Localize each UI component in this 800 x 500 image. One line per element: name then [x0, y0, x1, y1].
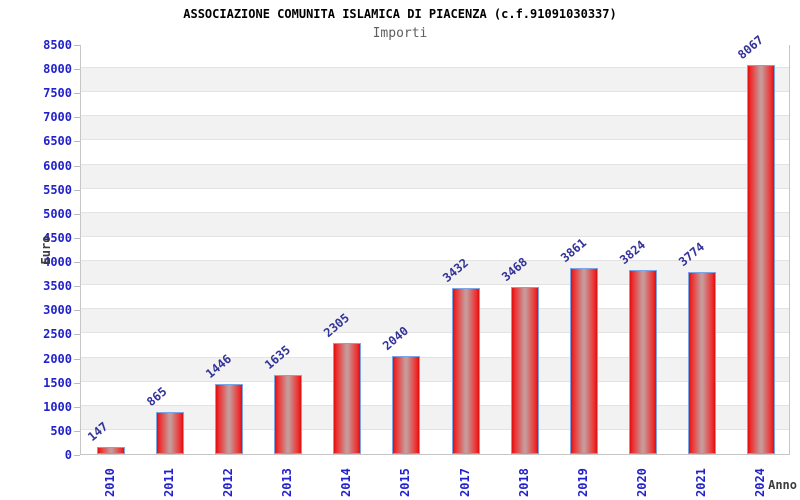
- chart-title: ASSOCIAZIONE COMUNITA ISLAMICA DI PIACEN…: [183, 7, 617, 21]
- gridline: [81, 332, 789, 334]
- plot-background-band: [81, 116, 789, 141]
- y-tick-mark: [74, 213, 80, 215]
- y-tick-mark: [74, 310, 80, 312]
- y-tick-mark: [74, 430, 80, 432]
- gridline: [81, 404, 789, 406]
- y-tick-mark: [74, 334, 80, 336]
- x-tick-label: 2013: [280, 468, 295, 497]
- plot-background-band: [81, 429, 789, 454]
- y-tick-mark: [74, 262, 80, 264]
- y-tick-label: 4000: [43, 255, 72, 270]
- bar-2021: [688, 271, 717, 454]
- gridline: [81, 380, 789, 382]
- bar-2013: [274, 375, 303, 454]
- x-tick-label: 2018: [516, 468, 531, 497]
- plot-background-band: [81, 357, 789, 382]
- x-axis-title: Anno: [768, 478, 797, 492]
- gridline: [81, 139, 789, 141]
- plot-background-band: [81, 333, 789, 358]
- plot-background-band: [81, 285, 789, 310]
- x-tick-label: 2020: [635, 468, 650, 497]
- x-tick-label: 2014: [339, 468, 354, 497]
- plot-background-band: [81, 261, 789, 286]
- bar-2019: [569, 267, 598, 454]
- y-tick-label: 2000: [43, 351, 72, 366]
- x-tick-label: 2021: [694, 468, 709, 497]
- plot-background-band: [81, 381, 789, 406]
- y-tick-mark: [74, 93, 80, 95]
- plot-background-band: [81, 212, 789, 237]
- x-tick-label: 2011: [161, 468, 176, 497]
- y-tick-mark: [74, 117, 80, 119]
- y-tick-label: 2500: [43, 327, 72, 342]
- plot-background-band: [81, 44, 789, 69]
- y-tick-mark: [74, 358, 80, 360]
- bar-2024: [747, 64, 776, 454]
- y-tick-mark: [74, 382, 80, 384]
- y-tick-label: 1500: [43, 375, 72, 390]
- plot-background-band: [81, 236, 789, 262]
- y-tick-mark: [74, 237, 80, 239]
- gridline: [81, 235, 789, 237]
- gridline: [81, 308, 789, 310]
- gridline: [81, 67, 789, 69]
- plot-background-band: [81, 164, 789, 189]
- gridline: [81, 284, 789, 286]
- y-tick-label: 5500: [43, 182, 72, 197]
- plot-background-band: [81, 309, 789, 334]
- bar-2012: [214, 384, 243, 454]
- y-tick-label: 3500: [43, 279, 72, 294]
- bar-2015: [392, 355, 421, 454]
- y-tick-mark: [74, 286, 80, 288]
- plot-background-band: [81, 68, 789, 93]
- bar-2020: [629, 269, 658, 454]
- plot-background-band: [81, 92, 789, 117]
- x-tick-label: 2012: [220, 468, 235, 497]
- y-tick-mark: [74, 45, 80, 46]
- chart-subtitle: Importi: [372, 26, 428, 41]
- y-axis-title: Euro: [39, 235, 53, 265]
- x-tick-label: 2017: [457, 468, 472, 497]
- y-tick-label: 7500: [43, 86, 72, 101]
- y-tick-label: 0: [64, 448, 72, 462]
- y-tick-mark: [74, 189, 80, 191]
- y-tick-label: 1000: [43, 399, 72, 414]
- x-tick-label: 2010: [102, 468, 117, 497]
- y-tick-label: 8500: [43, 38, 72, 52]
- bar-2014: [333, 342, 362, 454]
- gridline: [81, 115, 789, 117]
- x-tick-label: 2019: [575, 468, 590, 497]
- y-tick-mark: [74, 69, 80, 71]
- gridline: [81, 187, 789, 189]
- x-tick-label: 2015: [398, 468, 413, 497]
- y-tick-label: 7000: [43, 110, 72, 125]
- y-tick-mark: [74, 406, 80, 408]
- gridline: [81, 163, 789, 165]
- plot-background-band: [81, 140, 789, 165]
- y-tick-mark: [74, 141, 80, 143]
- plot-background-band: [81, 188, 789, 213]
- y-tick-mark: [74, 165, 80, 167]
- bar-2011: [155, 412, 184, 454]
- gridline: [81, 260, 789, 262]
- y-tick-label: 5000: [43, 206, 72, 221]
- y-tick-label: 3000: [43, 303, 72, 318]
- y-tick-label: 8000: [43, 62, 72, 77]
- bar-2010: [96, 446, 125, 454]
- x-tick-label: 2024: [753, 468, 768, 497]
- y-tick-label: 6500: [43, 134, 72, 149]
- y-tick-label: 4500: [43, 230, 72, 245]
- gridline: [81, 356, 789, 358]
- bar-2018: [510, 286, 539, 454]
- bar-2017: [451, 288, 480, 454]
- plot-area: 147 865 1446 1635 2305 2040 3432 3468 3861 3824 37…: [80, 33, 790, 455]
- plot-background-band: [81, 405, 789, 430]
- gridline: [81, 428, 789, 430]
- y-tick-label: 6000: [43, 158, 72, 173]
- y-tick-label: 500: [50, 423, 72, 438]
- y-tick-mark: [74, 455, 80, 456]
- gridline: [81, 91, 789, 93]
- gridline: [81, 211, 789, 213]
